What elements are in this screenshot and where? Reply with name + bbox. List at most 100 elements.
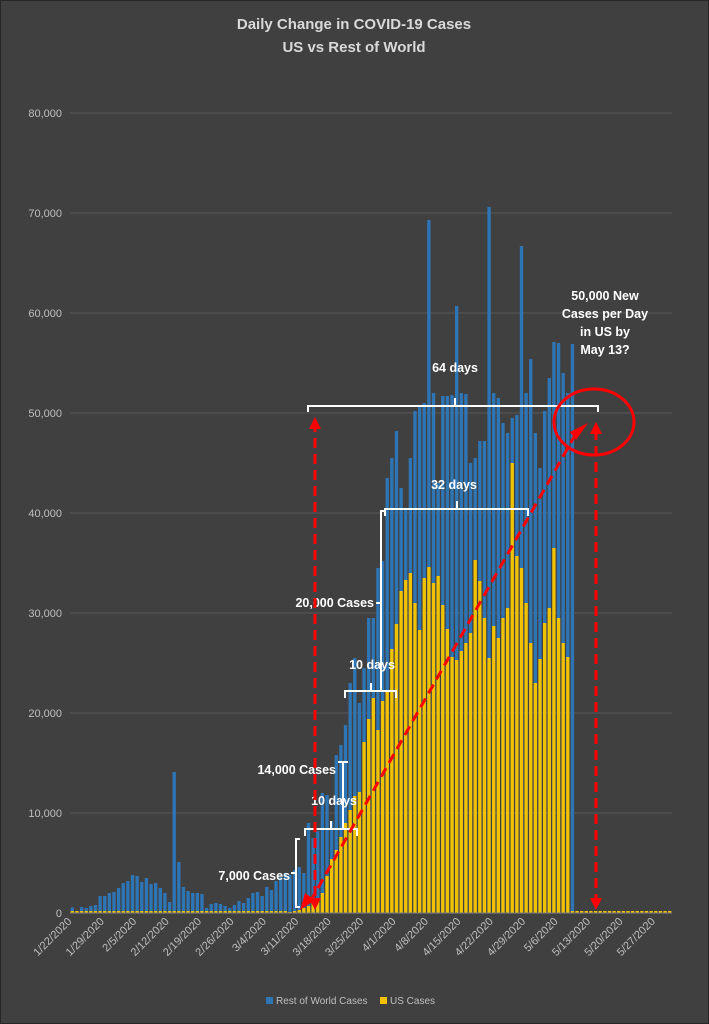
bar-us [607,911,612,913]
bar-us [158,911,162,913]
bar-us [255,911,260,913]
bar-us [246,911,250,913]
bar-rest-of-world [455,306,459,913]
bar-us [510,463,514,913]
bar-us [98,911,102,913]
bar-rest-of-world [107,893,112,913]
bar-us [135,911,139,913]
bar-rest-of-world [154,883,158,913]
bar-us [603,911,607,913]
red-arrowhead-left-top [309,417,321,429]
bar-rest-of-world [167,902,172,913]
bar-rest-of-world [232,905,237,913]
bar-us [334,850,338,913]
bar-us [584,911,588,913]
label-10-days-b: 10 days [349,658,395,672]
bar-us [455,660,459,913]
bar-rest-of-world [251,893,255,913]
x-tick-label: 4/1/2020 [360,916,399,955]
bar-rest-of-world [103,896,107,913]
legend: Rest of World Cases US Cases [266,996,435,1007]
legend-label-us: US Cases [390,996,435,1007]
bar-rest-of-world [204,908,209,913]
red-target-circle [552,387,636,457]
bar-rest-of-world [130,875,135,913]
bar-rest-of-world [135,876,139,913]
bar-rest-of-world [269,890,274,913]
bar-us [445,629,450,913]
bar-us [404,580,408,913]
y-tick-label: 20,000 [28,708,62,720]
bar-us [112,911,116,913]
bar-us [589,911,593,913]
red-arrowhead-right-top [590,422,602,434]
y-tick-label: 0 [56,908,62,920]
bar-rest-of-world [279,877,283,913]
bar-us [529,643,533,913]
bar-rest-of-world [292,870,297,913]
bar-us [399,591,403,913]
bar-us [519,568,524,913]
bar-us [408,573,413,913]
bar-us [84,911,88,913]
bar-us [107,911,112,913]
bar-rest-of-world [311,838,315,913]
bar-us [566,657,570,913]
bar-rest-of-world [214,903,218,913]
bar-us [417,630,422,913]
bar-us [279,911,283,913]
bar-rest-of-world [89,906,93,913]
bar-us [177,911,181,913]
red-trend-arrowhead-end [570,423,588,440]
bar-rest-of-world [255,892,260,913]
bar-us [441,605,445,913]
bar-rest-of-world [533,433,538,913]
bar-us [320,893,325,913]
bracket-10days-a [304,821,358,836]
bar-us [612,911,616,913]
bar-us [214,911,218,913]
bar-us [501,618,505,913]
bar-us [431,583,436,913]
bar-rest-of-world [144,878,149,913]
red-trend-line [308,429,580,903]
bar-rest-of-world [149,884,153,913]
bar-rest-of-world [191,893,195,913]
bar-rest-of-world [209,904,213,913]
bar-us [580,911,584,913]
bar-us [357,792,362,913]
bar-us [292,911,297,913]
callout-line-1: 50,000 New [571,289,639,303]
bar-us [626,911,630,913]
bar-rest-of-world [529,359,533,913]
bar-us [598,911,602,913]
bar-us [181,911,186,913]
bar-rest-of-world [566,393,570,913]
bar-us [223,911,227,913]
bar-rest-of-world [70,907,74,913]
bar-rest-of-world [158,888,162,913]
bar-rest-of-world [121,883,125,913]
bar-rest-of-world [487,207,491,913]
bar-us [144,911,149,913]
bar-us [570,911,575,913]
label-7000-cases: 7,000 Cases [218,869,290,883]
bar-us [195,911,200,913]
us-bars [70,463,672,913]
bar-us [274,911,278,913]
bar-rest-of-world [172,772,176,913]
bar-us [325,876,329,913]
bar-rest-of-world [297,867,301,913]
bar-us [348,810,352,913]
bracket-64days [307,398,599,412]
bar-us [575,911,579,913]
bar-us [524,603,528,913]
bar-rest-of-world [218,904,223,913]
bar-us [468,633,473,913]
bracket-10days-b [344,683,397,698]
bar-us [283,911,287,913]
y-tick-label: 30,000 [28,608,62,620]
bar-us [505,608,510,913]
bar-us [265,911,269,913]
